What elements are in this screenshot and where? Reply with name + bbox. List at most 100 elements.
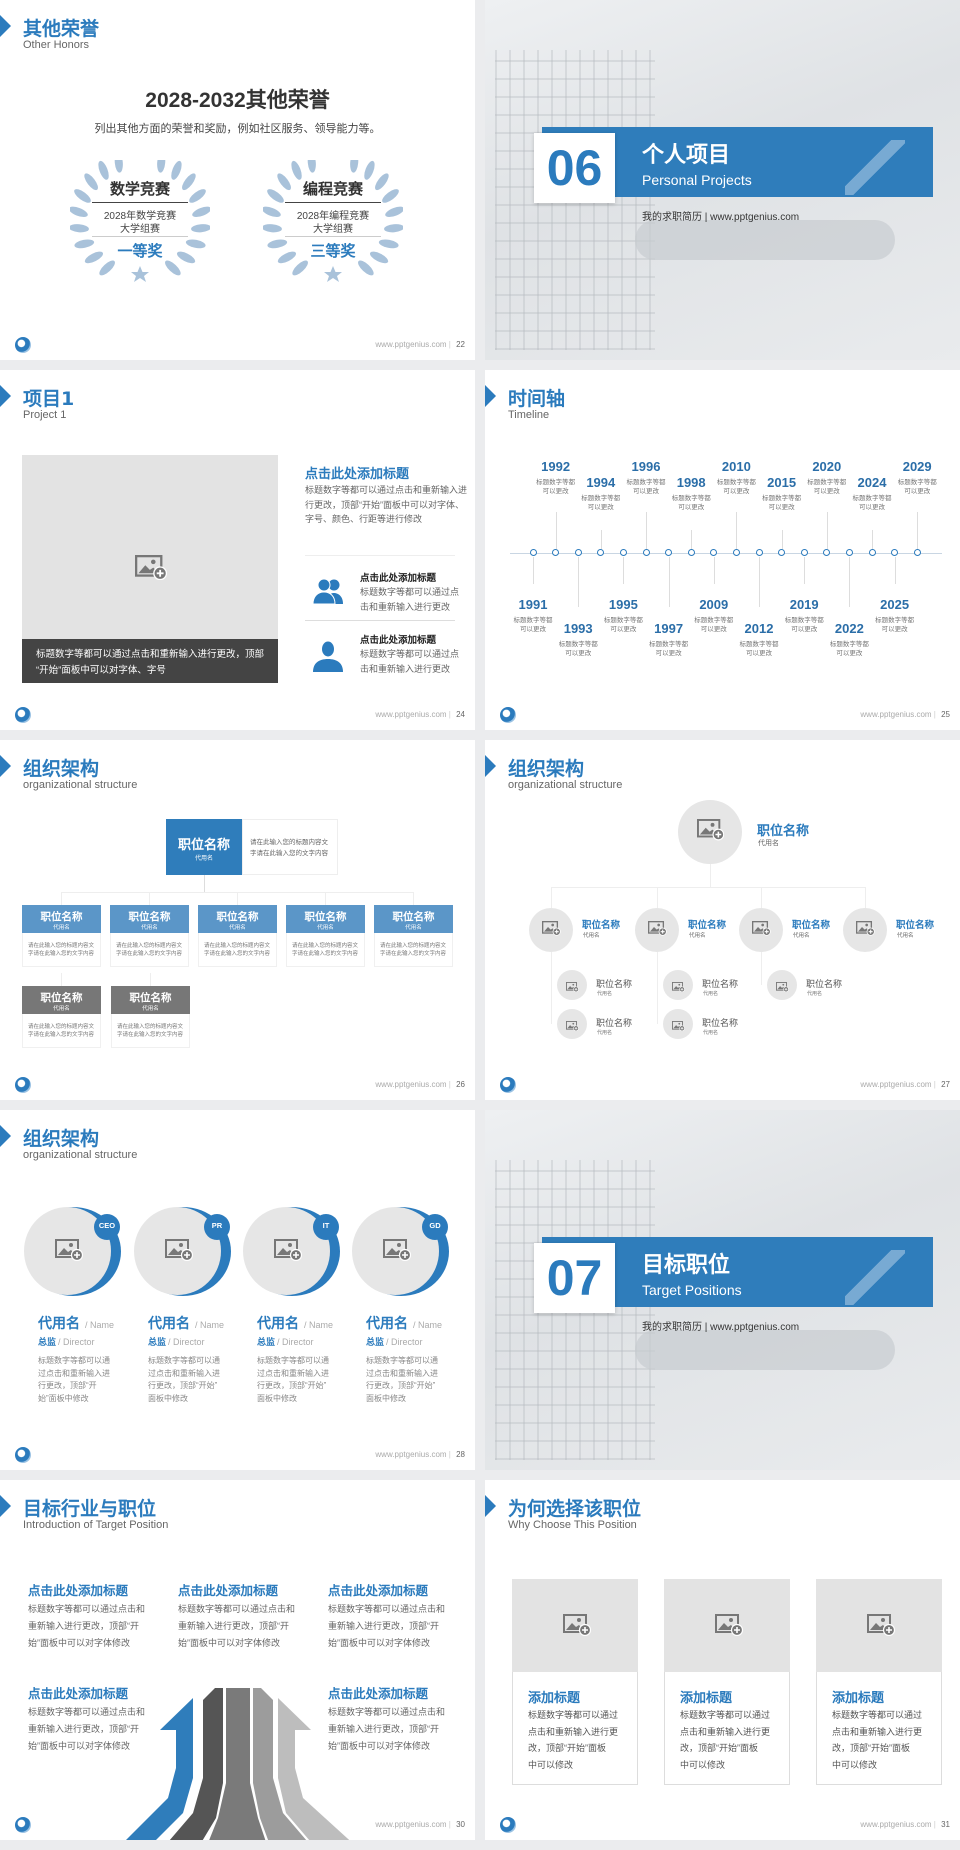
timeline-node[interactable] <box>891 549 899 556</box>
top-avatar[interactable] <box>678 800 742 864</box>
section-tagline: 我的求职简历 | www.pptgenius.com <box>642 1322 800 1333</box>
project-paragraph-line: 行更改，顶部“开始”面板中可以对字体、 <box>305 499 464 510</box>
header-arrow-icon <box>0 385 11 407</box>
top-position-box[interactable]: 职位名称 代用名 <box>166 819 242 875</box>
page-number: 28 <box>456 1450 465 1459</box>
slide-subtitle: Timeline <box>508 409 550 421</box>
role-badge: IT <box>313 1214 339 1240</box>
position-box[interactable]: 职位名称 代用名 请在此输入您的标题内容文 字请在此输入您的文字内容 <box>286 905 365 967</box>
avatar-placeholder[interactable] <box>663 1009 693 1039</box>
timeline-node[interactable] <box>710 549 718 556</box>
person-desc-line: 面板中修改 <box>257 1393 297 1403</box>
timeline-node[interactable] <box>529 549 537 556</box>
timeline-node[interactable] <box>800 549 808 556</box>
card-title: 添加标题 <box>680 1690 733 1705</box>
timeline-text: 标题数字等都 <box>852 495 892 502</box>
role-en: / Director <box>58 1337 95 1347</box>
timeline-year: 1991 <box>518 597 548 612</box>
image-placeholder-icon <box>672 1018 685 1032</box>
slide-25-timeline: 时间轴 Timeline www.pptgenius.com | 25 1991 标题数… <box>485 370 960 730</box>
sub-position-alias: 代用名 <box>597 991 613 997</box>
footer: www.pptgenius.com | 26 <box>375 1080 465 1089</box>
slide-26-org-structure: 组织架构 organizational structure www.pptgeniu… <box>0 740 475 1100</box>
timeline-node[interactable] <box>619 549 627 556</box>
position-box[interactable]: 职位名称 代用名 请在此输入您的标题内容文 字请在此输入您的文字内容 <box>22 905 101 967</box>
position-desc-line: 字请在此输入您的文字内容 <box>117 1032 184 1038</box>
page-number: 22 <box>456 340 465 349</box>
timeline-node[interactable] <box>574 549 582 556</box>
sub-position-name: 职位名称 <box>702 979 739 989</box>
block-text-line: 始”面板中可以对字体修改 <box>28 1638 130 1648</box>
avatar-placeholder[interactable] <box>529 908 573 952</box>
timeline-text: 可以更改 <box>746 650 772 657</box>
avatar-placeholder[interactable] <box>739 908 783 952</box>
position-box[interactable]: 职位名称 代用名 请在此输入您的标题内容文 字请在此输入您的文字内容 <box>22 986 101 1048</box>
avatar-placeholder[interactable] <box>767 970 797 1000</box>
timeline-node[interactable] <box>755 549 763 556</box>
avatar-placeholder[interactable] <box>635 908 679 952</box>
person-name: 代用名 / Name <box>38 1313 114 1333</box>
role-cn: 总监 <box>366 1337 385 1347</box>
timeline-node[interactable] <box>823 549 831 556</box>
card-text-line: 中可以修改 <box>528 1760 574 1771</box>
card-text-line: 点击和重新输入进行更 <box>528 1726 619 1737</box>
section-number: 06 <box>546 140 603 196</box>
timeline-node[interactable] <box>687 549 695 556</box>
avatar-placeholder[interactable] <box>843 908 887 952</box>
timeline-node[interactable] <box>913 549 921 556</box>
header-arrow-icon <box>485 1495 496 1517</box>
reason-card: 添加标题 标题数字等都可以通过 点击和重新输入进行更 改，顶部“开始”面板 中可以修改 <box>816 1579 942 1785</box>
item-title: 点击此处添加标题 <box>360 573 437 584</box>
slide-22-other-honors: 其他荣誉 Other Honors www.pptgenius.com | 22 20… <box>0 0 475 360</box>
connector-line <box>668 557 670 607</box>
page-number: 27 <box>941 1080 950 1089</box>
position-desc-line: 字请在此输入您的文字内容 <box>28 1032 95 1038</box>
timeline-node[interactable] <box>597 549 605 556</box>
project-heading: 点击此处添加标题 <box>305 466 410 481</box>
position-alias: 代用名 <box>53 1006 70 1012</box>
item-title: 点击此处添加标题 <box>360 635 437 646</box>
block-heading: 点击此处添加标题 <box>178 1584 279 1598</box>
block-text-line: 重新输入进行更改，顶部“开 <box>178 1621 289 1631</box>
logo-icon <box>15 337 31 353</box>
position-box[interactable]: 职位名称 代用名 请在此输入您的标题内容文 字请在此输入您的文字内容 <box>198 905 277 967</box>
honors-description: 列出其他方面的荣誉和奖励，例如社区服务、领导能力等。 <box>94 123 381 135</box>
timeline-node[interactable] <box>868 549 876 556</box>
footer-sep: | <box>931 1080 939 1089</box>
position-name: 职位名称 <box>688 920 727 931</box>
position-box[interactable]: 职位名称 代用名 请在此输入您的标题内容文 字请在此输入您的文字内容 <box>110 905 189 967</box>
position-box[interactable]: 职位名称 代用名 请在此输入您的标题内容文 字请在此输入您的文字内容 <box>374 905 453 967</box>
avatar-placeholder[interactable] <box>557 1009 587 1039</box>
position-desc-line: 字请在此输入您的文字内容 <box>28 951 95 957</box>
name-cn: 代用名 <box>366 1315 408 1331</box>
timeline-year: 2015 <box>767 475 797 490</box>
avatar-placeholder[interactable] <box>557 970 587 1000</box>
position-name: 职位名称 <box>392 911 435 923</box>
award-badge: 编程竞赛 2028年编程竞赛 大学组赛 三等奖 <box>261 152 405 290</box>
connector-line <box>761 952 762 985</box>
timeline-node[interactable] <box>778 549 786 556</box>
position-desc-line: 字请在此输入您的文字内容 <box>116 951 183 957</box>
position-box[interactable]: 职位名称 代用名 请在此输入您的标题内容文 字请在此输入您的文字内容 <box>111 986 190 1048</box>
timeline-node[interactable] <box>642 549 650 556</box>
role-en: / Director <box>386 1337 423 1347</box>
timeline-text: 可以更改 <box>723 488 750 495</box>
timeline-year: 1998 <box>676 475 706 490</box>
sub-position-name: 职位名称 <box>702 1018 739 1028</box>
sub-position-alias: 代用名 <box>703 991 719 997</box>
timeline-text: 标题数字等都 <box>829 641 869 648</box>
timeline-node[interactable] <box>665 549 673 556</box>
slide-24-project-1: 项目1 Project 1 www.pptgenius.com | 24 标题数字等都… <box>0 370 475 730</box>
position-desc-line: 请在此输入您的标题内容文 <box>116 943 183 949</box>
card-text-line: 中可以修改 <box>832 1760 878 1771</box>
timeline-node[interactable] <box>552 549 560 556</box>
photo-pipe <box>635 220 895 260</box>
logo-icon <box>15 1817 31 1833</box>
connector-line <box>600 530 602 549</box>
person-desc-line: 标题数字等都可以通 <box>257 1356 329 1365</box>
position-name: 职位名称 <box>757 823 810 838</box>
avatar-placeholder[interactable] <box>663 970 693 1000</box>
timeline-node[interactable] <box>845 549 853 556</box>
award-line1: 2028年数学竞赛 <box>103 211 177 222</box>
timeline-node[interactable] <box>732 549 740 556</box>
